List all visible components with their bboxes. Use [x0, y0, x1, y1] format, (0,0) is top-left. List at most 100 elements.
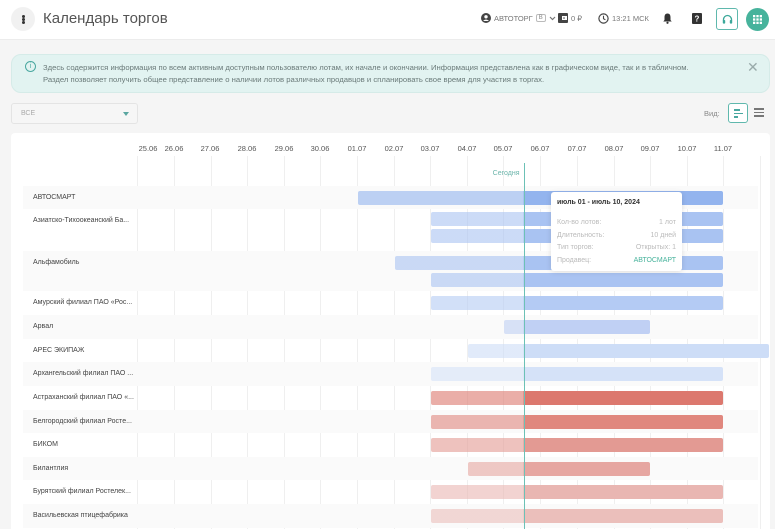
- gridline: [614, 156, 615, 529]
- bar-tooltip: июль 01 - июль 10, 2024 Кол-во лотов: 1 л…: [551, 192, 682, 271]
- lot-bar[interactable]: [431, 509, 723, 523]
- gantt-row[interactable]: Васильевская птицефабрика: [23, 504, 758, 528]
- list-view-button[interactable]: [754, 108, 764, 117]
- balance-value: 0 ₽: [571, 13, 583, 23]
- bell-icon[interactable]: [663, 13, 672, 24]
- seller-name: Васильевская птицефабрика: [33, 512, 128, 519]
- caret-down-icon: [123, 112, 129, 116]
- gantt-row[interactable]: Белгородский филиал Ростe...: [23, 410, 758, 433]
- tooltip-title: июль 01 - июль 10, 2024: [557, 199, 640, 206]
- gridline: [467, 156, 468, 529]
- wallet-icon: [558, 13, 568, 23]
- support-button[interactable]: [716, 8, 738, 30]
- page-title: Календарь торгов: [43, 10, 168, 27]
- date-label: 07.07: [567, 144, 587, 153]
- gridline: [211, 156, 212, 529]
- date-label: 26.06: [164, 144, 184, 153]
- gridline: [320, 156, 321, 529]
- date-label: 25.06: [138, 144, 158, 153]
- svg-text:?: ?: [695, 15, 700, 24]
- gridline: [503, 156, 504, 529]
- date-label: 02.07: [384, 144, 404, 153]
- help-icon[interactable]: ?: [692, 13, 702, 24]
- lot-bar[interactable]: [431, 367, 723, 381]
- seller-name: Астраханский филиал ПАО «...: [33, 394, 134, 401]
- date-label: 08.07: [604, 144, 624, 153]
- date-label: 11.07: [713, 144, 733, 153]
- date-label: 06.07: [530, 144, 550, 153]
- menu-button[interactable]: [11, 7, 35, 31]
- seller-name: Альфамобиль: [33, 259, 80, 266]
- gantt-row[interactable]: АРЕС ЭКИПАЖ: [23, 339, 769, 362]
- gantt-row[interactable]: БИКОМ: [23, 433, 758, 457]
- lot-bar[interactable]: [468, 462, 650, 476]
- seller-name: АРЕС ЭКИПАЖ: [33, 347, 85, 354]
- gantt-row[interactable]: Бурятский филиал Ростелек...: [23, 480, 758, 504]
- server-time: 13:21 МСК: [598, 13, 649, 24]
- headset-icon: [722, 14, 732, 24]
- tooltip-value: АВТОСМАРТ: [633, 256, 676, 264]
- close-icon[interactable]: ✕: [747, 59, 759, 75]
- gridline: [284, 156, 285, 529]
- today-label: Сегодня: [492, 170, 520, 177]
- seller-name: Билантлия: [33, 465, 69, 472]
- tooltip-value: Открытых: 1: [635, 244, 676, 251]
- gridline: [394, 156, 395, 529]
- tooltip-key: Продавец:: [557, 256, 592, 264]
- seller-name: БИКОМ: [33, 441, 58, 448]
- account-label: АВТОТОРГ: [494, 13, 533, 23]
- gantt-row[interactable]: Астраханский филиал ПАО «...: [23, 386, 758, 410]
- list-view-icon: [754, 108, 764, 117]
- tooltip-key: Длительность:: [557, 231, 605, 239]
- lot-bar[interactable]: [431, 485, 723, 499]
- date-label: 30.06: [310, 144, 330, 153]
- gridline: [174, 156, 175, 529]
- lot-bar[interactable]: [504, 320, 650, 334]
- date-label: 09.07: [640, 144, 660, 153]
- lot-bar[interactable]: [468, 344, 769, 358]
- lot-bar[interactable]: [431, 391, 723, 405]
- lot-bar[interactable]: [431, 438, 723, 452]
- time-value: 13:21 МСК: [612, 14, 649, 23]
- gridline: [357, 156, 358, 529]
- info-icon: i: [25, 61, 36, 72]
- tooltip-value: 10 дней: [650, 231, 676, 239]
- view-label: Вид:: [704, 109, 720, 118]
- gridline: [540, 156, 541, 529]
- clock-icon: [598, 13, 609, 24]
- gantt-row[interactable]: Арвал: [23, 315, 758, 339]
- seller-name: Архангельский филиал ПАО ...: [33, 370, 134, 377]
- gridline: [137, 156, 138, 529]
- today-line: [523, 163, 525, 529]
- gantt-row[interactable]: Билантлия: [23, 457, 758, 480]
- lot-bar[interactable]: [431, 415, 723, 429]
- date-label: 29.06: [274, 144, 294, 153]
- seller-filter-value: ВСЕ: [21, 110, 36, 117]
- gridline: [687, 156, 688, 529]
- date-label: 28.06: [237, 144, 257, 153]
- tooltip-key: Тип торгов:: [557, 244, 594, 251]
- date-label: 04.07: [457, 144, 477, 153]
- top-header: Календарь торгов АВТОТОРГ В 0 ₽ 13:21 МС…: [0, 0, 775, 40]
- info-banner: i Здесь содержится информация по всем ак…: [11, 54, 770, 93]
- seller-filter-select[interactable]: ВСЕ: [11, 103, 138, 124]
- info-text-line2: Раздел позволяет получить общее представ…: [43, 74, 545, 84]
- gantt-row[interactable]: Амурский филиал ПАО «Рос...: [23, 291, 758, 315]
- date-label: 27.06: [200, 144, 220, 153]
- apps-button[interactable]: [746, 8, 769, 31]
- date-label: 10.07: [677, 144, 697, 153]
- gantt-view-button[interactable]: [728, 103, 748, 123]
- seller-name: Азиатско-Тихоокеанский Ба...: [33, 217, 130, 224]
- gridline: [577, 156, 578, 529]
- seller-name: Амурский филиал ПАО «Рос...: [33, 299, 133, 306]
- account-badge: В: [535, 14, 546, 22]
- lot-bar[interactable]: [431, 273, 723, 287]
- info-text-line1: Здесь содержится информация по всем акти…: [43, 63, 689, 72]
- gridline: [723, 156, 724, 529]
- gantt-row[interactable]: Архангельский филиал ПАО ...: [23, 362, 758, 386]
- balance[interactable]: 0 ₽: [558, 13, 582, 23]
- info-text: Здесь содержится информация по всем акти…: [43, 62, 733, 85]
- lot-bar[interactable]: [431, 296, 723, 310]
- account-selector[interactable]: АВТОТОРГ В: [481, 13, 556, 23]
- tooltip-key: Кол-во лотов:: [557, 219, 602, 226]
